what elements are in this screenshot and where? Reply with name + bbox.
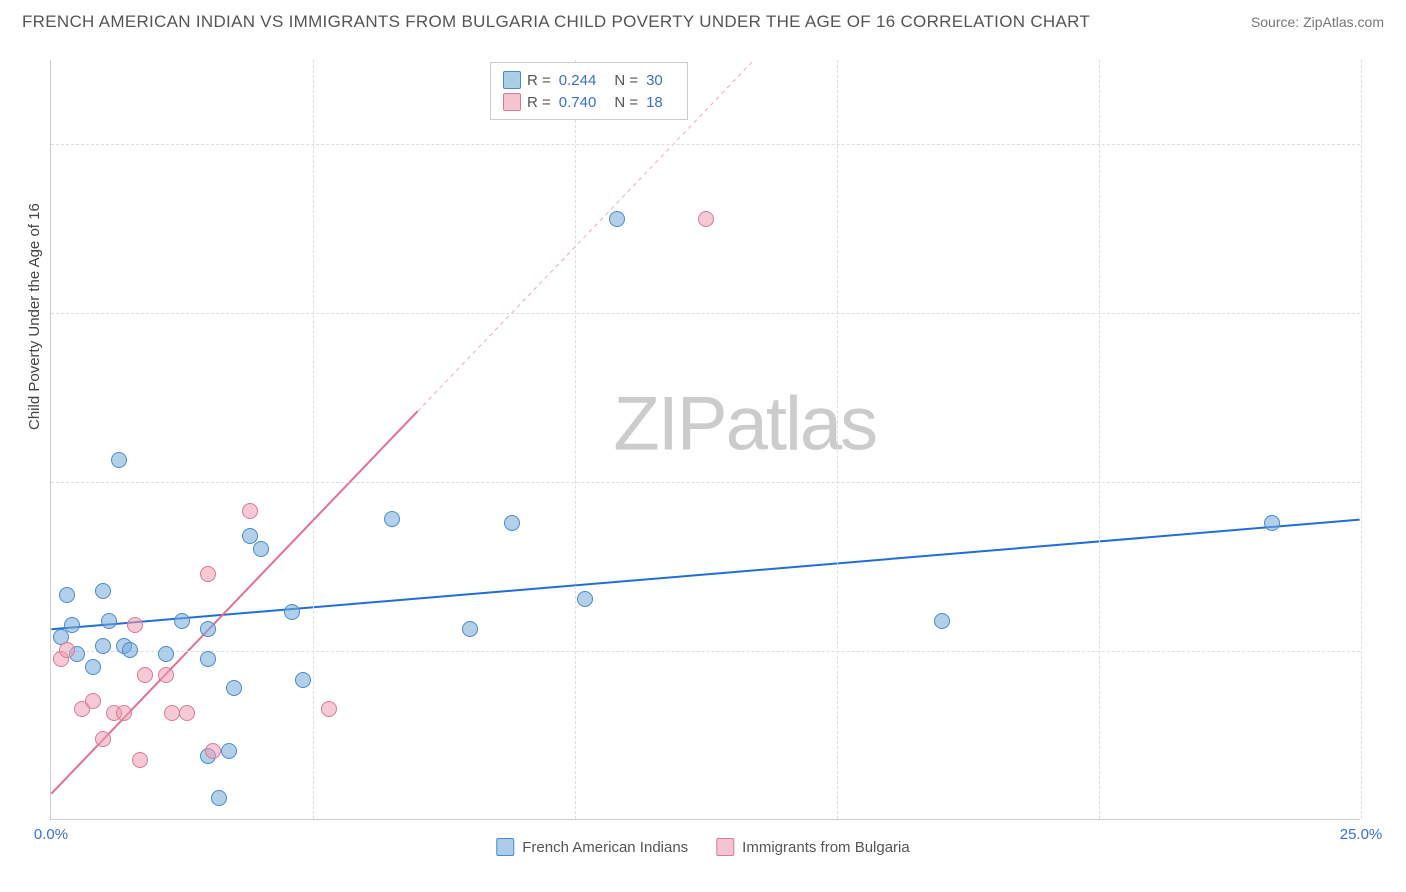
n-label: N = (614, 94, 638, 111)
data-point-pink (59, 642, 75, 658)
gridline-v (575, 60, 576, 819)
data-point-blue (284, 604, 300, 620)
trend-lines (51, 60, 1360, 819)
legend-label-pink: Immigrants from Bulgaria (742, 839, 910, 856)
data-point-blue (211, 790, 227, 806)
swatch-pink-icon (503, 93, 521, 111)
data-point-blue (504, 515, 520, 531)
data-point-blue (295, 672, 311, 688)
data-point-blue (174, 613, 190, 629)
legend-item-blue: French American Indians (496, 838, 688, 856)
legend-row-blue: R = 0.244 N = 30 (503, 69, 675, 91)
correlation-legend: R = 0.244 N = 30 R = 0.740 N = 18 (490, 62, 688, 120)
swatch-blue-icon (503, 71, 521, 89)
swatch-pink-icon (716, 838, 734, 856)
y-axis-label: Child Poverty Under the Age of 16 (26, 203, 43, 430)
n-value-pink: 18 (646, 94, 663, 111)
chart-title: FRENCH AMERICAN INDIAN VS IMMIGRANTS FRO… (22, 12, 1090, 32)
data-point-pink (698, 211, 714, 227)
data-point-blue (95, 638, 111, 654)
data-point-blue (1264, 515, 1280, 531)
data-point-pink (158, 667, 174, 683)
data-point-blue (200, 621, 216, 637)
data-point-blue (122, 642, 138, 658)
gridline-v (837, 60, 838, 819)
data-point-blue (85, 659, 101, 675)
swatch-blue-icon (496, 838, 514, 856)
data-point-blue (462, 621, 478, 637)
data-point-pink (200, 566, 216, 582)
data-point-pink (95, 731, 111, 747)
r-label: R = (527, 72, 551, 89)
scatter-chart: ZIPatlas 20.0%40.0%60.0%80.0%0.0%25.0% (50, 60, 1360, 820)
data-point-pink (116, 705, 132, 721)
data-point-blue (158, 646, 174, 662)
x-tick-label: 0.0% (34, 826, 68, 843)
gridline-h (51, 482, 1360, 483)
gridline-h (51, 313, 1360, 314)
data-point-blue (609, 211, 625, 227)
data-point-blue (384, 511, 400, 527)
n-label: N = (614, 72, 638, 89)
data-point-pink (127, 617, 143, 633)
data-point-blue (101, 613, 117, 629)
data-point-pink (205, 743, 221, 759)
data-point-blue (59, 587, 75, 603)
data-point-blue (253, 541, 269, 557)
legend-row-pink: R = 0.740 N = 18 (503, 91, 675, 113)
data-point-blue (64, 617, 80, 633)
r-value-blue: 0.244 (559, 72, 597, 89)
data-point-blue (95, 583, 111, 599)
series-legend: French American Indians Immigrants from … (496, 838, 909, 856)
data-point-pink (137, 667, 153, 683)
data-point-blue (200, 651, 216, 667)
gridline-v (1099, 60, 1100, 819)
x-tick-label: 25.0% (1340, 826, 1383, 843)
data-point-pink (321, 701, 337, 717)
data-point-blue (934, 613, 950, 629)
data-point-blue (226, 680, 242, 696)
source-attribution: Source: ZipAtlas.com (1251, 14, 1384, 30)
data-point-blue (577, 591, 593, 607)
n-value-blue: 30 (646, 72, 663, 89)
gridline-v (1361, 60, 1362, 819)
legend-label-blue: French American Indians (522, 839, 688, 856)
r-label: R = (527, 94, 551, 111)
data-point-pink (132, 752, 148, 768)
r-value-pink: 0.740 (559, 94, 597, 111)
data-point-blue (111, 452, 127, 468)
data-point-pink (164, 705, 180, 721)
data-point-blue (221, 743, 237, 759)
data-point-pink (85, 693, 101, 709)
gridline-v (313, 60, 314, 819)
gridline-h (51, 144, 1360, 145)
data-point-pink (179, 705, 195, 721)
data-point-pink (242, 503, 258, 519)
legend-item-pink: Immigrants from Bulgaria (716, 838, 910, 856)
gridline-h (51, 651, 1360, 652)
